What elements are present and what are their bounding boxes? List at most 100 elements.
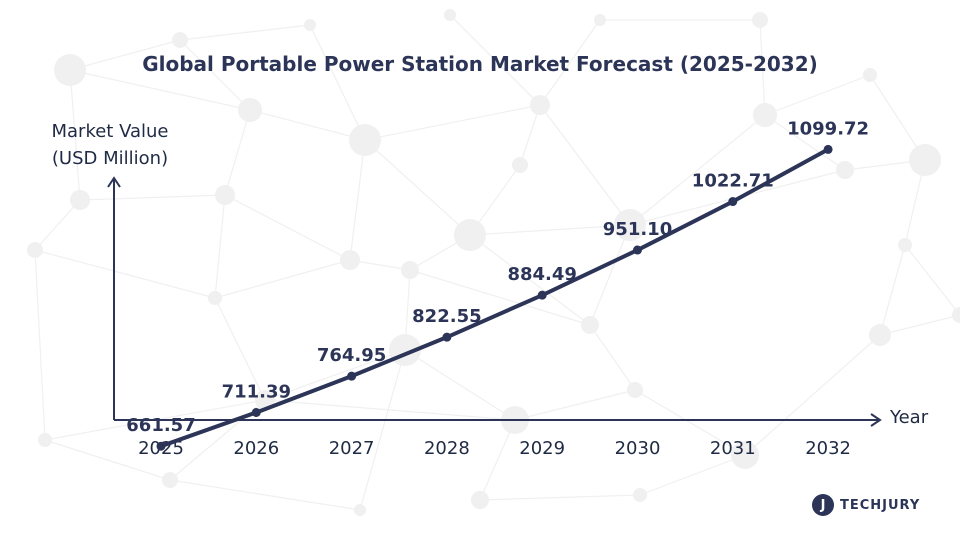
- data-point: [728, 197, 738, 207]
- network-edge: [759, 19, 766, 116]
- data-label: 951.10: [603, 219, 672, 240]
- network-node: [454, 219, 486, 251]
- network-edge: [179, 24, 311, 41]
- network-node: [530, 95, 550, 115]
- network-node: [238, 98, 262, 122]
- data-label: 884.49: [507, 264, 576, 285]
- network-node: [54, 54, 86, 86]
- data-label: 1022.71: [692, 171, 774, 192]
- network-edge: [44, 439, 171, 481]
- network-edge: [634, 389, 746, 456]
- chart-axes: [107, 176, 882, 427]
- network-node: [898, 238, 912, 252]
- data-point: [442, 332, 452, 342]
- network-node: [753, 103, 777, 127]
- network-edge: [364, 139, 471, 236]
- x-tick-label: 2026: [233, 438, 279, 459]
- network-edge: [224, 109, 251, 196]
- network-edge: [479, 494, 641, 501]
- network-node: [512, 157, 528, 173]
- y-axis-label: Market Value (USD Million): [20, 118, 200, 172]
- network-edge: [744, 334, 881, 456]
- network-node: [863, 68, 877, 82]
- data-label: 1099.72: [787, 118, 869, 139]
- network-node: [340, 250, 360, 270]
- network-edge: [539, 19, 601, 106]
- network-node: [349, 124, 381, 156]
- x-tick-label: 2031: [710, 438, 756, 459]
- x-tick-label: 2028: [424, 438, 470, 459]
- network-node: [836, 161, 854, 179]
- background-network-pattern: [27, 9, 960, 516]
- data-point: [823, 144, 833, 154]
- network-edge: [519, 104, 541, 166]
- network-node: [444, 9, 456, 21]
- network-edge: [349, 259, 411, 271]
- network-edge: [169, 479, 361, 511]
- x-tick-label: 2027: [329, 438, 375, 459]
- data-point: [347, 371, 357, 381]
- y-axis-arrow-icon: [107, 176, 121, 188]
- network-edge: [214, 259, 351, 299]
- network-node: [909, 144, 941, 176]
- network-node: [27, 242, 43, 258]
- network-edge: [264, 399, 516, 421]
- network-node: [255, 390, 275, 410]
- network-edge: [34, 199, 81, 251]
- network-edge: [79, 194, 226, 201]
- network-edge: [69, 39, 181, 71]
- network-edge: [904, 244, 960, 316]
- network-edge: [349, 139, 366, 261]
- network-edge: [764, 74, 871, 116]
- network-node: [614, 209, 646, 241]
- data-label: 822.55: [412, 306, 481, 327]
- network-edge: [34, 249, 46, 441]
- network-edge: [309, 24, 366, 141]
- data-labels: 661.57 711.39 764.95 822.55 884.49 951.10 1022…: [126, 118, 869, 436]
- network-node: [594, 14, 606, 26]
- network-edge: [224, 194, 351, 261]
- network-edge: [364, 104, 541, 141]
- network-node: [38, 433, 52, 447]
- network-edge: [589, 324, 636, 391]
- data-label: 711.39: [222, 381, 291, 402]
- y-axis-label-line-1: Market Value: [51, 121, 169, 142]
- network-edge: [514, 389, 636, 421]
- network-edge: [639, 454, 746, 496]
- network-node: [70, 190, 90, 210]
- network-node: [401, 261, 419, 279]
- x-tick-label: 2029: [519, 438, 565, 459]
- network-edge: [449, 14, 541, 106]
- network-edge: [764, 114, 846, 171]
- network-edge: [409, 269, 591, 326]
- network-node: [471, 491, 489, 509]
- network-edge: [404, 349, 516, 421]
- data-label: 764.95: [317, 345, 386, 366]
- network-edge: [879, 314, 960, 336]
- brand-logo-text: TECHJURY: [840, 497, 921, 513]
- network-edge: [359, 349, 406, 511]
- network-edge: [879, 244, 906, 336]
- network-edge: [179, 39, 251, 111]
- data-point: [537, 290, 547, 300]
- network-edge: [539, 104, 631, 226]
- network-node: [581, 316, 599, 334]
- network-edge: [69, 69, 81, 201]
- network-edge: [869, 74, 926, 161]
- network-edge: [469, 234, 591, 326]
- data-label: 661.57: [126, 415, 195, 436]
- network-node: [633, 488, 647, 502]
- network-node: [627, 382, 643, 398]
- data-point: [251, 407, 261, 417]
- x-tick-labels: 20252026202720282029203020312032: [138, 438, 851, 459]
- series-line: [159, 147, 831, 449]
- network-edge: [69, 69, 251, 111]
- network-edge: [264, 349, 406, 401]
- network-node: [354, 504, 366, 516]
- network-edge: [589, 224, 631, 326]
- network-node: [869, 324, 891, 346]
- data-point: [156, 441, 166, 451]
- x-tick-label: 2030: [615, 438, 661, 459]
- line-series: [156, 144, 833, 451]
- network-node: [304, 19, 316, 31]
